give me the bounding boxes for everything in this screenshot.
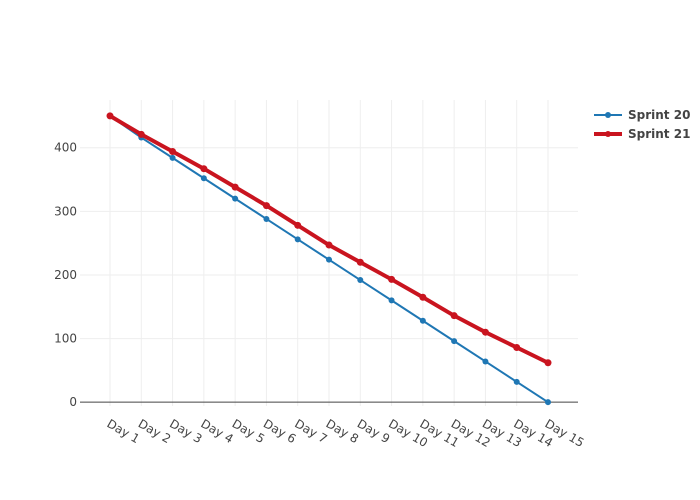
data-point xyxy=(295,236,301,242)
data-point xyxy=(451,338,457,344)
data-point xyxy=(326,257,332,263)
data-point xyxy=(200,165,207,172)
x-tick-label: Day 8 xyxy=(324,416,361,446)
y-tick-label: 0 xyxy=(69,395,77,409)
data-point xyxy=(232,184,239,191)
x-tick-label: Day 5 xyxy=(230,416,267,446)
data-point xyxy=(482,358,488,364)
data-point xyxy=(201,175,207,181)
data-point xyxy=(263,216,269,222)
data-point xyxy=(138,131,145,138)
data-point xyxy=(326,242,333,249)
legend-label: Sprint 20 xyxy=(628,108,690,122)
y-tick-label: 200 xyxy=(54,268,77,282)
x-tick-label: Day 1 xyxy=(105,416,142,446)
legend-item: Sprint 21 xyxy=(594,127,690,141)
data-point xyxy=(389,297,395,303)
x-tick-label: Day 4 xyxy=(198,416,235,446)
x-tick-label: Day 3 xyxy=(167,416,204,446)
data-point xyxy=(263,202,270,209)
data-point xyxy=(545,359,552,366)
legend-item: Sprint 20 xyxy=(594,108,690,122)
x-tick-label: Day 2 xyxy=(136,416,173,446)
legend-swatch-marker xyxy=(605,112,611,118)
data-point xyxy=(545,399,551,405)
y-tick-label: 300 xyxy=(54,204,77,218)
data-point xyxy=(482,329,489,336)
data-point xyxy=(294,222,301,229)
x-tick-label: Day 9 xyxy=(355,416,392,446)
data-point xyxy=(357,259,364,266)
legend-swatch-marker xyxy=(605,131,611,137)
legend: Sprint 20 Sprint 21 xyxy=(594,108,690,141)
y-tick-label: 400 xyxy=(54,141,77,155)
data-point xyxy=(514,379,520,385)
y-tick-label: 100 xyxy=(54,332,77,346)
data-point xyxy=(169,148,176,155)
data-point xyxy=(388,276,395,283)
data-point xyxy=(170,155,176,161)
data-point xyxy=(419,294,426,301)
data-point xyxy=(420,318,426,324)
data-point xyxy=(107,112,114,119)
x-tick-label: Day 6 xyxy=(261,416,298,446)
data-point xyxy=(357,277,363,283)
data-point xyxy=(232,196,238,202)
x-tick-label: Day 7 xyxy=(292,416,329,446)
data-point xyxy=(451,312,458,319)
data-point xyxy=(513,344,520,351)
legend-label: Sprint 21 xyxy=(628,127,690,141)
